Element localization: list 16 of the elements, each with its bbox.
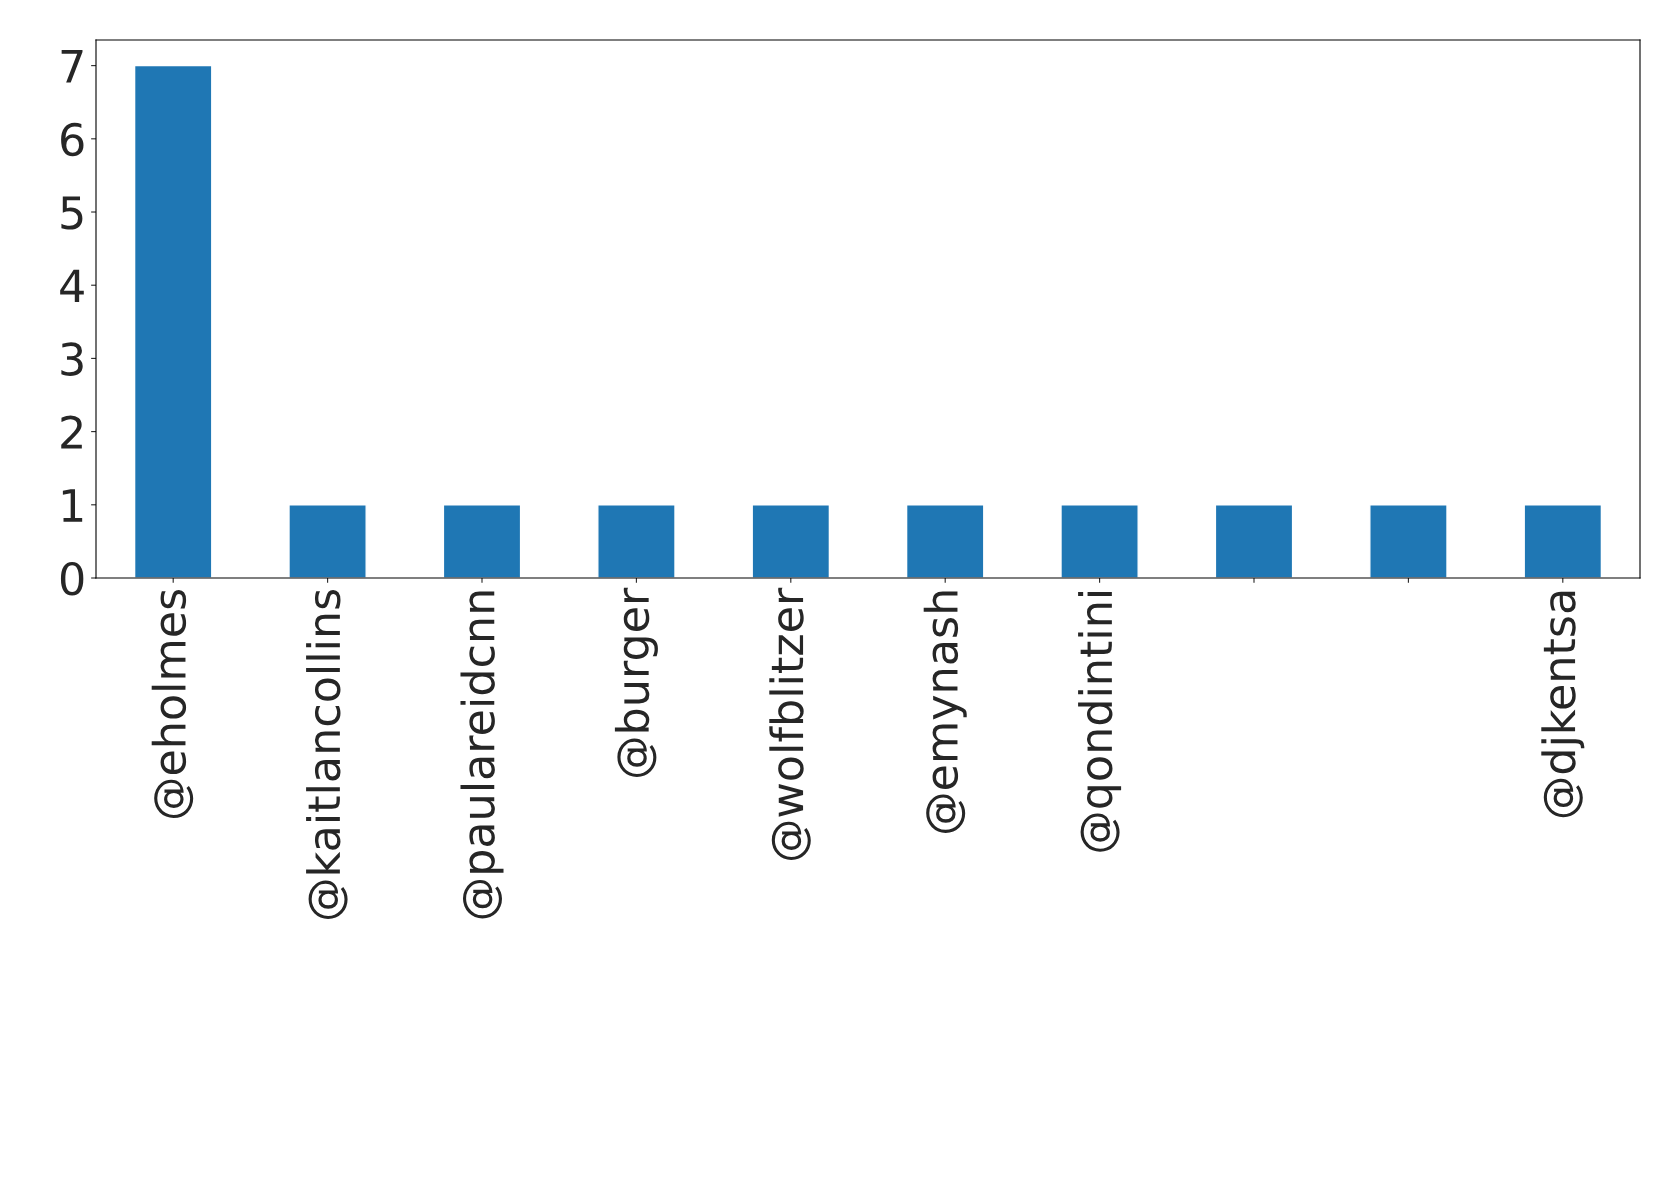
x-tick-label: @burger: [614, 587, 658, 777]
x-tick-label: @qondintini: [1078, 591, 1122, 852]
x-tick-label: @kaitlancollins: [306, 589, 348, 919]
y-tick-label: 6: [61, 122, 84, 157]
x-tick-label: @wolfblitzer: [769, 587, 811, 861]
x-tick-label: @eholmes: [151, 589, 194, 819]
y-tick-label: 5: [61, 196, 83, 230]
x-tick-label: @djkentsa: [1541, 591, 1585, 818]
y-tick-label: 3: [61, 342, 83, 376]
x-tick-label: @emynash: [923, 591, 967, 833]
y-tick-label: 0: [60, 561, 84, 596]
y-tick-label: 7: [61, 50, 83, 83]
y-tick-label: 4: [60, 269, 84, 303]
x-tick-label: @paulareidcnn: [460, 591, 504, 919]
y-tick-label: 1: [62, 489, 83, 522]
y-tick-label: 2: [61, 415, 82, 449]
